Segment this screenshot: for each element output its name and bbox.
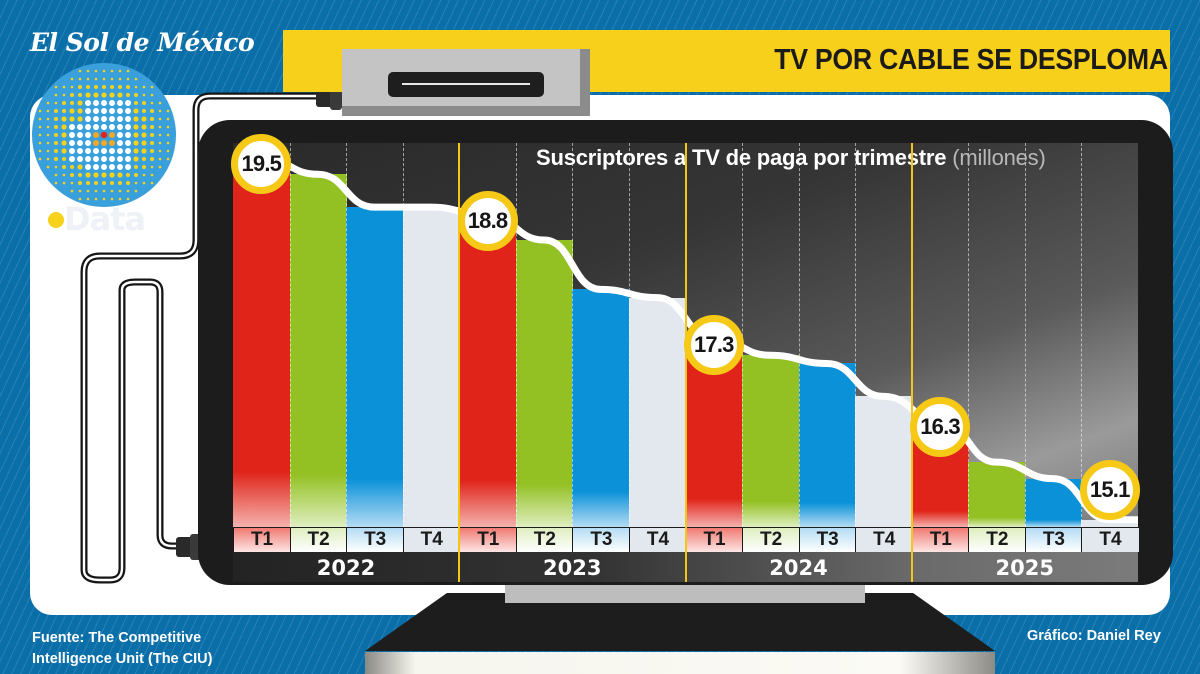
data-dot-icon — [48, 212, 64, 228]
trend-line — [233, 154, 1138, 524]
bar-2023-t3 — [572, 289, 630, 527]
source-note: Fuente: The Competitive Intelligence Uni… — [32, 628, 212, 670]
chart-subtitle-text: Suscriptores a TV de paga por trimestre — [536, 145, 947, 170]
bar-2022-t2 — [289, 174, 347, 527]
quarter-label: T2 — [289, 528, 347, 552]
value-bubble: 17.3 — [683, 314, 744, 375]
quarter-label: T2 — [968, 528, 1026, 552]
bar-2022-t1 — [233, 157, 291, 527]
bar-2025-t4 — [1081, 519, 1138, 527]
quarter-gridline — [289, 143, 291, 527]
year-label-2023: 2023 — [543, 556, 602, 580]
source-line-2: Intelligence Unit (The CIU) — [32, 651, 213, 667]
quarter-gridline — [968, 143, 970, 527]
source-line-1: Fuente: The Competitive — [32, 630, 202, 646]
value-bubble: 19.5 — [231, 133, 292, 194]
quarter-label: T3 — [798, 528, 856, 552]
year-divider-line — [458, 143, 461, 582]
tv-stand-neck — [505, 585, 865, 603]
data-badge-circle — [32, 63, 176, 207]
quarter-label: T1 — [685, 528, 743, 552]
quarter-label: T3 — [346, 528, 404, 552]
headline: TV POR CABLE SE DESPLOMA — [774, 44, 1168, 76]
quarter-gridline — [346, 143, 348, 527]
quarter-gridline — [402, 143, 404, 527]
year-label-2022: 2022 — [316, 556, 376, 580]
bar-2022-t3 — [346, 207, 404, 527]
bar-2023-t4 — [628, 297, 686, 527]
bar-2023-t2 — [515, 240, 573, 527]
chart-unit: (millones) — [952, 145, 1046, 170]
bar-2024-t4 — [855, 396, 913, 527]
bar-2023-t1 — [459, 215, 517, 527]
quarter-gridline — [515, 143, 517, 527]
quarter-label: T1 — [459, 528, 517, 552]
cable-box-slot-line — [402, 83, 530, 85]
data-section-text: Data — [64, 200, 146, 238]
chart-subtitle: Suscriptores a TV de paga por trimestre … — [536, 145, 1046, 171]
bar-2022-t4 — [402, 207, 460, 527]
value-bubble: 18.8 — [457, 191, 518, 252]
value-bubble: 15.1 — [1079, 459, 1140, 520]
pixel-sun-icon — [38, 69, 170, 201]
quarter-label: T3 — [1024, 528, 1082, 552]
bar-2024-t3 — [798, 363, 856, 527]
year-label-2024: 2024 — [769, 556, 828, 580]
bar-2025-t2 — [968, 462, 1026, 527]
quarter-label: T4 — [402, 528, 460, 552]
quarter-label: T3 — [572, 528, 630, 552]
quarter-label: T2 — [515, 528, 573, 552]
quarter-gridline — [1081, 143, 1083, 527]
newspaper-logo: El Sol de México — [30, 28, 255, 57]
graphic-credit: Gráfico: Daniel Rey — [1027, 628, 1161, 644]
quarter-gridline — [628, 143, 630, 527]
tv-stand-foot — [365, 652, 995, 674]
quarter-label: T4 — [1081, 528, 1139, 552]
quarter-label: T4 — [855, 528, 913, 552]
quarter-gridline — [572, 143, 574, 527]
year-divider-line — [684, 143, 687, 582]
value-bubble: 16.3 — [910, 397, 971, 458]
quarter-label: T1 — [233, 528, 291, 552]
quarter-gridline — [1024, 143, 1026, 527]
quarter-label: T2 — [742, 528, 800, 552]
bar-2024-t2 — [742, 355, 800, 527]
quarter-gridline — [798, 143, 800, 527]
quarter-gridline — [855, 143, 857, 527]
quarter-label: T1 — [911, 528, 969, 552]
data-section-label: Data — [48, 200, 146, 238]
year-label-2025: 2025 — [995, 556, 1054, 580]
year-divider-line — [910, 143, 913, 582]
quarter-label: T4 — [628, 528, 686, 552]
